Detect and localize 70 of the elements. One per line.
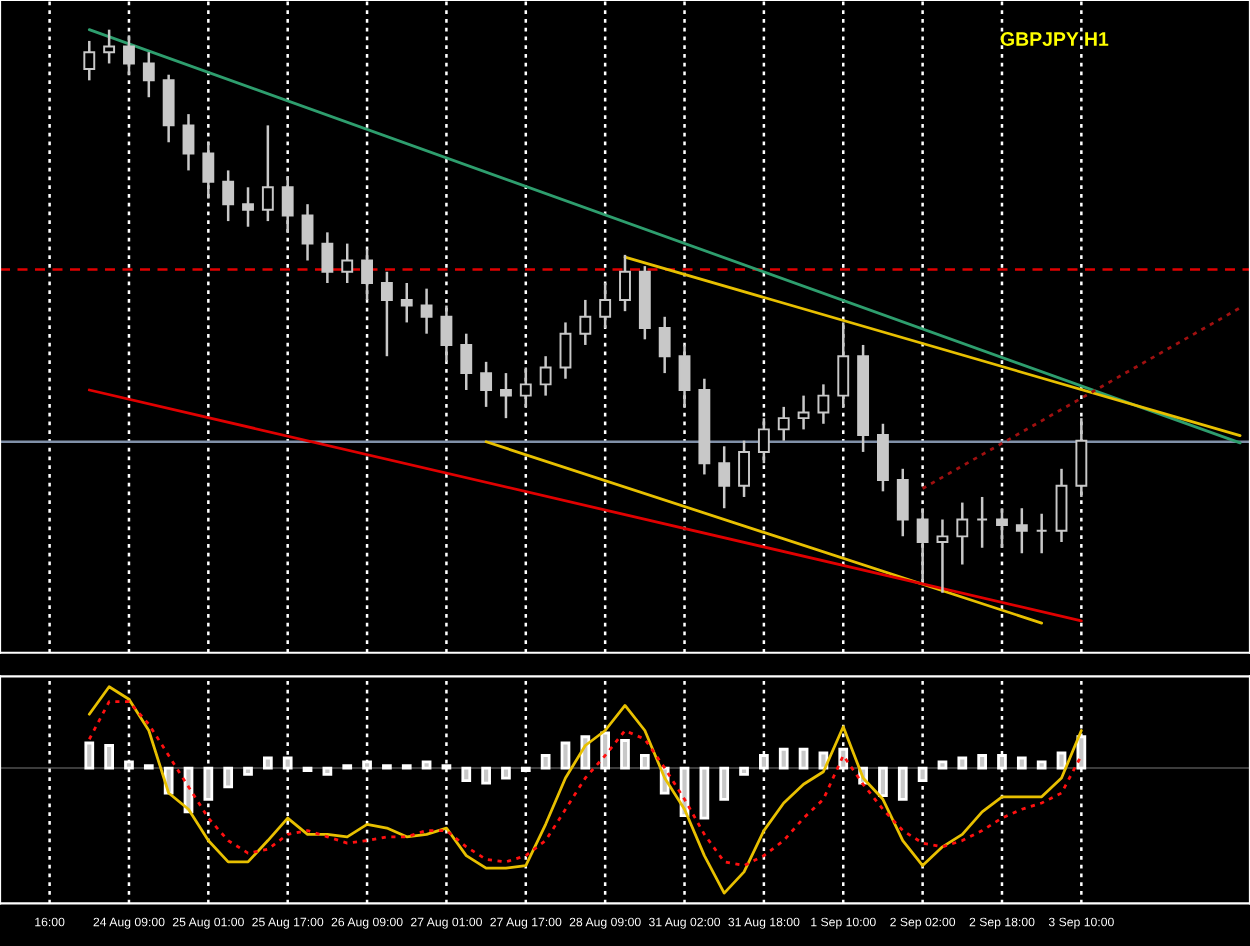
candlestick <box>480 360 493 409</box>
candlestick <box>242 186 254 228</box>
bar <box>878 766 888 797</box>
bar <box>699 766 710 820</box>
candlestick <box>619 253 631 313</box>
candlestick <box>182 112 195 172</box>
candlestick <box>877 422 889 493</box>
bar <box>421 760 432 770</box>
bar <box>243 766 253 776</box>
candlestick <box>83 39 96 82</box>
candlestick <box>500 371 512 420</box>
bar <box>501 766 511 780</box>
bar <box>1036 760 1047 770</box>
bar <box>719 766 730 801</box>
bar <box>461 766 472 782</box>
candlestick <box>916 506 929 583</box>
candlestick <box>142 50 155 99</box>
candlestick <box>1075 416 1088 499</box>
bar <box>977 754 988 770</box>
candlestick <box>222 169 235 223</box>
candlestick <box>738 439 750 499</box>
candlestick <box>1035 512 1048 555</box>
bar <box>937 760 948 770</box>
candlestick <box>777 405 790 442</box>
bar <box>84 741 95 770</box>
bar <box>560 741 571 770</box>
candlestick <box>976 495 989 549</box>
bar <box>798 747 809 770</box>
candlestick <box>301 202 314 262</box>
candlestick <box>440 304 453 364</box>
bar <box>1016 756 1027 770</box>
candlestick <box>103 28 116 65</box>
candlestick <box>460 332 473 392</box>
candlestick <box>1015 506 1028 555</box>
candlestick <box>797 394 810 431</box>
candlestick <box>341 242 354 285</box>
bar <box>639 754 650 770</box>
candlestick <box>281 174 294 234</box>
candlestick <box>837 321 850 409</box>
bar <box>620 739 630 770</box>
candlestick <box>162 73 175 144</box>
candlestick <box>678 343 691 409</box>
candlestick <box>658 315 671 375</box>
bar <box>778 747 789 770</box>
bar <box>957 756 968 770</box>
candlestick <box>579 298 592 347</box>
candlestick <box>718 445 731 510</box>
bar <box>223 766 234 789</box>
bar <box>262 756 273 770</box>
candlestick <box>559 321 572 380</box>
chart-title: GBPJPY H1 <box>1000 32 1109 46</box>
candlestick <box>420 287 433 335</box>
bar <box>917 766 928 782</box>
candlestick <box>380 270 393 358</box>
candlestick <box>321 231 334 285</box>
candlestick <box>539 354 552 397</box>
candlestick <box>817 383 830 426</box>
candlestick <box>400 281 413 324</box>
bar <box>322 766 333 776</box>
candlestick <box>202 141 215 200</box>
candlestick <box>261 124 274 223</box>
bar <box>540 754 551 770</box>
bar <box>104 744 114 770</box>
bar <box>481 766 491 785</box>
candlestick <box>896 467 909 538</box>
candlestick <box>1055 467 1068 544</box>
candlestick <box>956 501 969 566</box>
bar <box>897 766 908 801</box>
bar <box>739 766 749 776</box>
candlestick <box>936 518 949 594</box>
